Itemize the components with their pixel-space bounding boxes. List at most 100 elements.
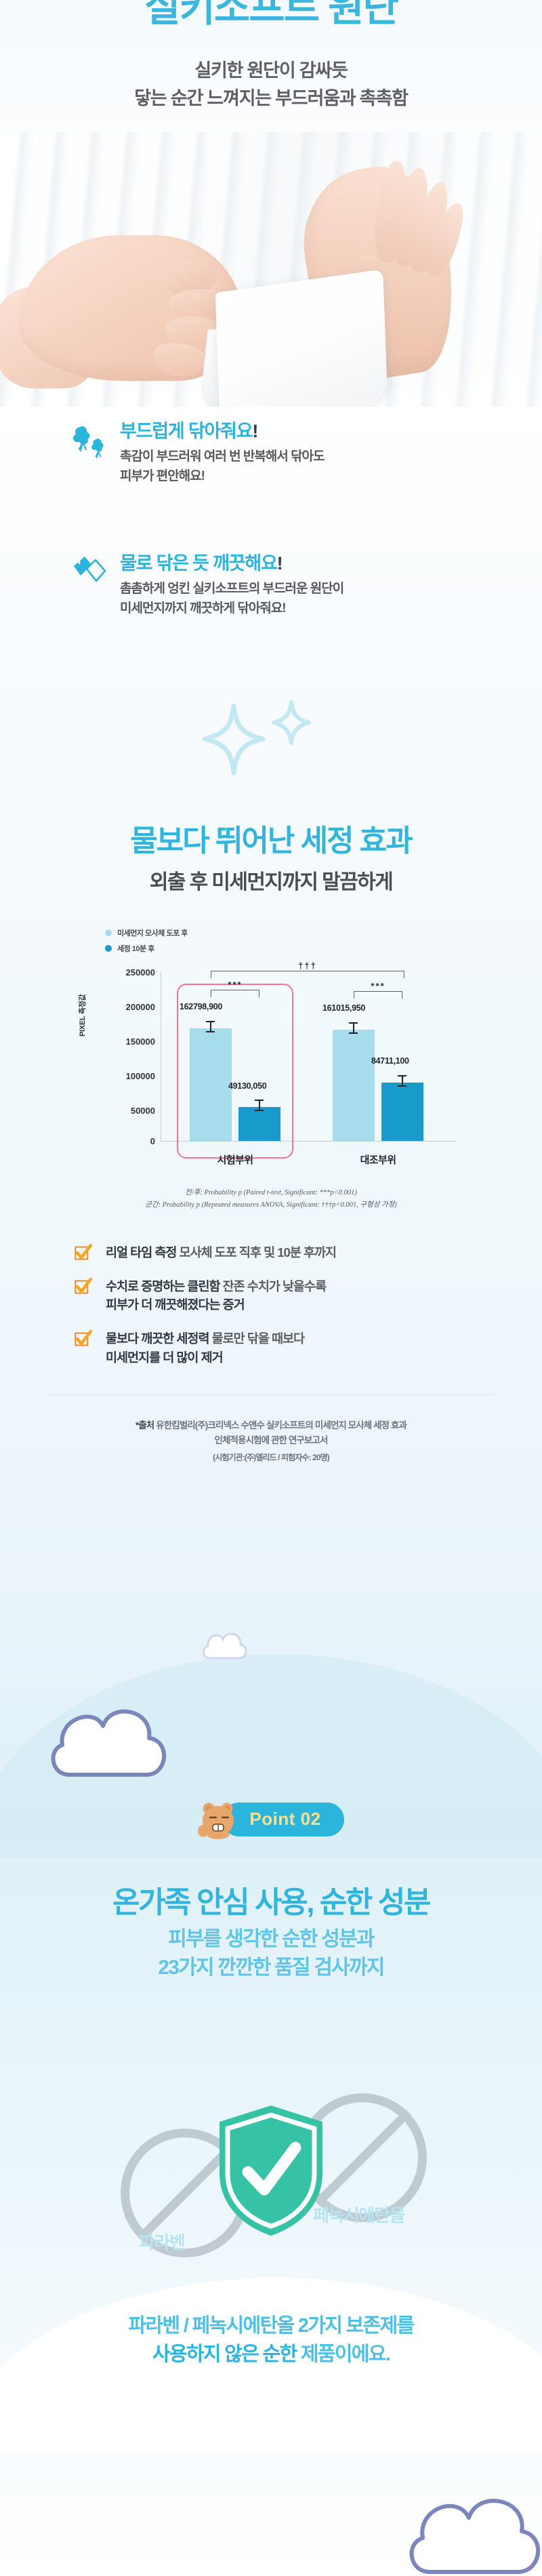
point2-bottom-line-2b: 제품이에요. (300, 2343, 391, 2366)
significance-bracket (211, 971, 404, 978)
forbidden-ingredient-right-label: 페녹시에탄올 (313, 2205, 406, 2226)
list-item: 리얼 타임 측정 모사체 도포 직후 및 10분 후까지 (75, 1243, 481, 1262)
point2-subtitle: 피부를 생각한 순한 성분과 23가지 깐깐한 품질 검사까지 (0, 1925, 542, 1982)
list-item: 수치로 증명하는 클린함 잔존 수치가 낮을수록 피부가 더 깨끗해졌다는 증거 (75, 1277, 481, 1315)
x-axis-line (161, 1141, 456, 1142)
hero-subtitle-line-1: 실키한 원단이 감싸듯 (194, 60, 348, 81)
y-tick-label: 200000 (125, 1002, 155, 1012)
check-box-icon (75, 1243, 93, 1262)
error-stem (402, 1075, 403, 1087)
list-item-rest: 물로만 닦을 때보다 (209, 1331, 305, 1346)
feature-heading: 부드럽게 닦아줘요! (120, 421, 258, 441)
list-item-text: 수치로 증명하는 클린함 잔존 수치가 낮을수록 피부가 더 깨끗해졌다는 증거 (106, 1277, 481, 1315)
list-item-bold-2: 피부가 더 깨끗해졌다는 증거 (106, 1297, 245, 1312)
bear-character-icon (198, 1800, 240, 1839)
error-stem (353, 1022, 354, 1034)
sparkle-small-icon (272, 700, 311, 745)
source-citation: *출처 유한킴벌리(주)크리넥스 수앤수 실키소프트의 미세먼지 모사체 세정 … (0, 1418, 542, 1465)
hero-subtitle: 실키한 원단이 감싸듯 닿는 순간 느껴지는 부드러움과 촉촉함 (0, 57, 542, 112)
check-box-icon (75, 1277, 93, 1295)
list-item-bold: 물보다 깨끗한 세정력 (106, 1331, 209, 1346)
list-item-rest: 잔존 수치가 낮을수록 (220, 1279, 327, 1293)
list-item-text: 물보다 깨끗한 세정력 물로만 닦을 때보다 미세먼지를 더 많이 제거 (106, 1329, 481, 1367)
sparkle-large-icon (202, 704, 266, 776)
y-tick-label: 250000 (125, 967, 155, 978)
bar-value-label: 161015,950 (322, 1003, 366, 1013)
cleaning-efficacy-section: 물보다 뛰어난 세정 효과 외출 후 미세먼지까지 말끔하게 미세먼지 모사체 … (0, 807, 542, 1613)
point2-bottom-line-2: 사용하지 않은 순한 제품이에요. (0, 2340, 542, 2369)
bar-value-label: 162798,900 (180, 1002, 223, 1011)
bar-value-label: 84711,100 (371, 1056, 409, 1066)
shield-check-icon (214, 2103, 328, 2238)
x-tick-label: 대조부위 (360, 1154, 396, 1166)
source-line-1: 유한킴벌리(주)크리넥스 수앤수 실키소프트의 미세먼지 모사체 세정 효과 (156, 1420, 407, 1430)
x-tick-label: 시험부위 (217, 1154, 253, 1166)
cloud-icon-large (51, 1709, 167, 1777)
footnote-line-1: 전/후: Probability p (Paired t-test, Signi… (185, 1189, 357, 1196)
forbidden-ingredient-left-label: 파라벤 (139, 2232, 186, 2253)
error-cap-bottom (398, 1085, 406, 1087)
chart-footnotes: 전/후: Probability p (Paired t-test, Signi… (0, 1187, 542, 1212)
point2-title: 온가족 안심 사용, 순한 성분 (112, 1886, 431, 1919)
legend-item: 세정 10분 후 (105, 943, 542, 954)
feature-heading: 물로 닦은 듯 깨끗해요! (120, 553, 283, 573)
error-cap-bottom (349, 1032, 358, 1034)
point-badge-label: Point (249, 1809, 295, 1829)
significance-bracket (354, 991, 402, 999)
significance-marker-group1: *** (211, 980, 259, 997)
feature-item: 물로 닦은 듯 깨끗해요! 촘촘하게 엉킨 실키소프트의 부드러운 원단이 미세… (71, 552, 518, 619)
cotton-flower-icon (71, 422, 109, 460)
error-bar (255, 1100, 264, 1111)
significance-marker-between-groups: ††† (211, 961, 404, 978)
bar-light-group1 (190, 1028, 232, 1141)
cloud-icon-small (203, 1632, 247, 1659)
feature-body: 부드럽게 닦아줘요! 촉감이 부드러워 여러 번 반복해서 닦아도 피부가 편안… (120, 420, 518, 487)
error-cap-bottom (255, 1110, 264, 1111)
tissue-shape-front (215, 269, 388, 407)
point-badge-pill: Point 02 (222, 1803, 344, 1836)
hero-subtitle-line-2: 닿는 순간 느껴지는 부드러움과 촉촉함 (134, 87, 409, 108)
significance-stars: *** (371, 981, 385, 991)
feature-body: 물로 닦은 듯 깨끗해요! 촘촘하게 엉킨 실키소프트의 부드러운 원단이 미세… (120, 552, 518, 619)
bar-chart: PIXEL 측정값 250000 200000 150000 100000 50… (78, 961, 464, 1176)
hero-section: 실키소프트 원단 실키한 원단이 감싸듯 닿는 순간 느껴지는 부드러움과 촉촉… (0, 0, 542, 407)
y-axis-label: PIXEL 측정값 (79, 994, 87, 1037)
footnote-line-2: 군간: Probability p (Repeated measures ANO… (145, 1201, 397, 1209)
feature-text: 촘촘하게 엉킨 실키소프트의 부드러운 원단이 미세먼지까지 깨끗하게 닦아줘요… (120, 581, 344, 616)
y-tick-label: 150000 (125, 1037, 155, 1047)
significance-stars: *** (228, 980, 243, 990)
error-stem (259, 1100, 260, 1111)
check-box-icon (75, 1329, 93, 1348)
cloud-icon-bottom-right (409, 2499, 540, 2574)
source-line-3: (시험기관:(주)엘리드 / 피험자수: 20명) (213, 1453, 330, 1463)
section-divider (47, 1394, 495, 1395)
legend-color-swatch (105, 929, 112, 936)
point-badge: Point 02 (0, 1800, 542, 1839)
tissue-sheet-icon (71, 554, 109, 592)
point-02-section: Point 02 온가족 안심 사용, 순한 성분 피부를 생각한 순한 성분과… (0, 1613, 542, 2576)
error-bar (398, 1075, 406, 1087)
bar-value-label: 49130,050 (228, 1081, 267, 1091)
point2-bottom-text: 파라벤 / 페녹시에탄올 2가지 보존제를 사용하지 않은 순한 제품이에요. (0, 2312, 542, 2369)
feature-item: 부드럽게 닦아줘요! 촉감이 부드러워 여러 번 반복해서 닦아도 피부가 편안… (71, 420, 518, 487)
point2-subtitle-line-1: 피부를 생각한 순한 성분과 (168, 1928, 375, 1950)
highlight-box (177, 984, 293, 1159)
significance-daggers: ††† (298, 961, 317, 971)
y-tick-label: 50000 (130, 1106, 155, 1116)
point2-bottom-line-2a: 사용하지 않은 순한 (152, 2343, 301, 2366)
chart-subtitle: 외출 후 미세먼지까지 말끔하게 (149, 871, 394, 893)
legend-color-swatch (105, 945, 112, 952)
source-prefix: *출처 (135, 1420, 154, 1430)
list-item-bold-2: 미세먼지를 더 많이 제거 (106, 1350, 224, 1365)
y-tick-label: 100000 (125, 1071, 155, 1081)
point2-subtitle-line-2: 23가지 깐깐한 품질 검사까지 (158, 1956, 385, 1979)
prohibition-slash (314, 2109, 411, 2207)
feature-text: 촉감이 부드러워 여러 번 반복해서 닦아도 피부가 편안해요! (120, 449, 325, 484)
list-item: 물보다 깨끗한 세정력 물로만 닦을 때보다 미세먼지를 더 많이 제거 (75, 1329, 481, 1367)
y-tick-label: 0 (150, 1136, 155, 1146)
features-section: 부드럽게 닦아줘요! 촉감이 부드러워 여러 번 반복해서 닦아도 피부가 편안… (0, 407, 542, 705)
sparkle-decoration (0, 698, 542, 807)
significance-marker-group2: *** (354, 981, 402, 999)
chart-title: 물보다 뛰어난 세정 효과 (130, 824, 413, 858)
